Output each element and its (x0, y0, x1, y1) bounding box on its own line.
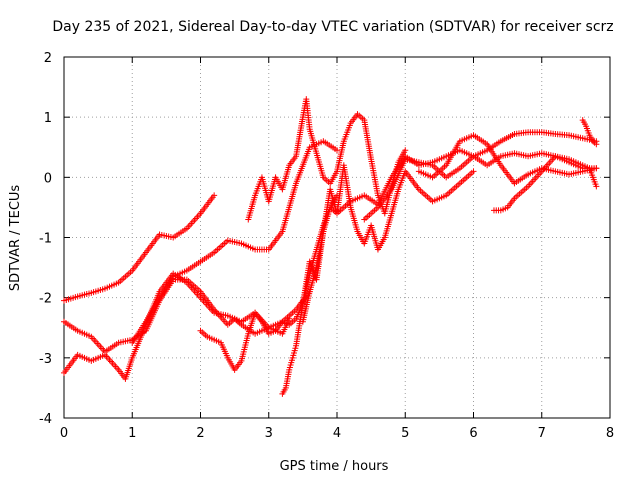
x-tick-label: 4 (333, 426, 341, 441)
x-tick-label: 2 (196, 426, 204, 441)
axis-tick-labels: 0 1 2 3 4 5 6 7 8 -4 -3 -2 -1 0 1 2 (39, 51, 614, 441)
x-tick-label: 1 (128, 426, 136, 441)
y-tick-label: -2 (39, 292, 52, 307)
x-tick-label: 3 (265, 426, 273, 441)
x-tick-label: 0 (60, 426, 68, 441)
grid (64, 57, 610, 418)
y-tick-label: 1 (44, 111, 52, 126)
satellite-track-12-point (593, 141, 600, 148)
x-tick-label: 6 (469, 426, 477, 441)
y-tick-label: 0 (44, 171, 52, 186)
y-tick-label: 2 (44, 51, 52, 66)
satellite-track-6-point (402, 147, 409, 154)
x-tick-label: 5 (401, 426, 409, 441)
y-tick-label: -1 (39, 232, 52, 247)
y-tick-label: -4 (39, 412, 52, 427)
satellite-track-1-point (211, 192, 218, 199)
y-axis-label: SDTVAR / TECUs (8, 185, 23, 292)
chart-title: Day 235 of 2021, Sidereal Day-to-day VTE… (52, 19, 613, 35)
satellite-track-7-point (470, 168, 477, 175)
x-axis-label: GPS time / hours (280, 459, 389, 474)
satellite-track-10-point (593, 165, 600, 172)
x-tick-label: 8 (606, 426, 614, 441)
data-points (61, 96, 600, 397)
y-tick-label: -3 (39, 352, 52, 367)
x-tick-label: 7 (538, 426, 546, 441)
axis-ticks (63, 56, 611, 419)
satellite-track-11-point (593, 183, 600, 190)
